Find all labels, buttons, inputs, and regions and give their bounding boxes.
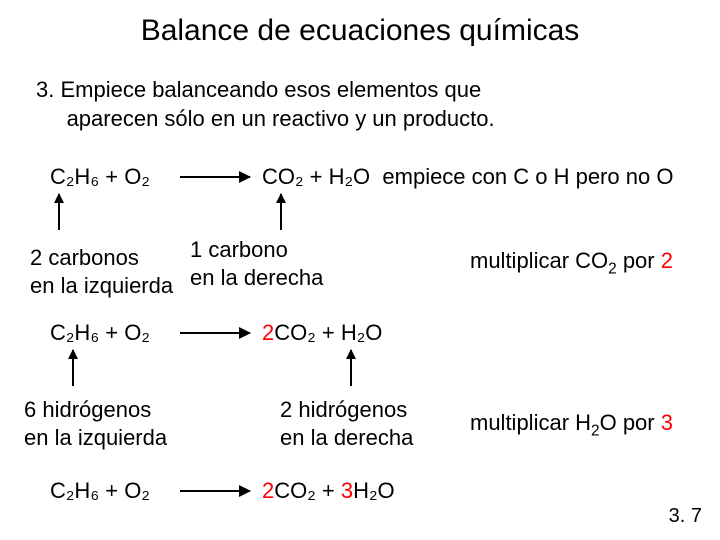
hydrogens-action-prefix: multiplicar H: [470, 410, 591, 435]
hydrogens-left-where: en la izquierda: [24, 425, 167, 450]
step-line1: Empiece balanceando esos elementos que: [60, 77, 481, 102]
arrow-icon: [180, 490, 250, 492]
hydrogens-right-count: 2 hidrógenos: [280, 397, 407, 422]
carbons-right-count: 1 carbono: [190, 237, 288, 262]
carbons-action-coef: 2: [661, 248, 673, 273]
eq3-right: 2CO₂ + 3H₂O: [262, 478, 395, 504]
carbons-action: multiplicar CO2 por 2: [470, 248, 673, 278]
carbons-left-where: en la izquierda: [30, 273, 173, 298]
eq3-mid1: CO₂ +: [274, 478, 341, 503]
arrow-up-icon: [72, 350, 74, 386]
arrow-up-icon: [350, 350, 352, 386]
carbons-right-where: en la derecha: [190, 265, 323, 290]
hydrogens-action-mid: O por: [600, 410, 661, 435]
step-line2: aparecen sólo en un reactivo y un produc…: [67, 106, 495, 131]
eq2-left: C₂H₆ + O₂: [50, 320, 150, 346]
eq3-mid2: H₂O: [353, 478, 395, 503]
arrow-up-icon: [280, 194, 282, 230]
eq2-right: 2CO₂ + H₂O: [262, 320, 382, 346]
eq2-right-rest: CO₂ + H₂O: [274, 320, 382, 345]
carbons-action-mid: por: [617, 248, 661, 273]
hydrogens-action-coef: 3: [661, 410, 673, 435]
carbons-left: 2 carbonos en la izquierda: [30, 244, 173, 299]
carbons-left-count: 2 carbonos: [30, 245, 139, 270]
carbons-action-prefix: multiplicar CO: [470, 248, 608, 273]
eq3-coef2: 3: [341, 478, 353, 503]
step-text: 3. Empiece balanceando esos elementos qu…: [36, 76, 495, 133]
hydrogens-right: 2 hidrógenos en la derecha: [280, 396, 413, 451]
hydrogens-right-where: en la derecha: [280, 425, 413, 450]
hydrogens-action: multiplicar H2O por 3: [470, 410, 673, 440]
hydrogens-left-count: 6 hidrógenos: [24, 397, 151, 422]
hydrogens-left: 6 hidrógenos en la izquierda: [24, 396, 167, 451]
arrow-icon: [180, 176, 250, 178]
eq3-coef1: 2: [262, 478, 274, 503]
eq2-right-coef: 2: [262, 320, 274, 345]
eq1-right: CO₂ + H₂O empiece con C o H pero no O: [262, 164, 673, 190]
page-title: Balance de ecuaciones químicas: [0, 0, 720, 48]
eq3-left: C₂H₆ + O₂: [50, 478, 150, 504]
eq1-right-formula: CO₂ + H₂O: [262, 164, 370, 189]
eq1-hint: empiece con C o H pero no O: [382, 164, 673, 189]
step-number: 3.: [36, 77, 54, 102]
arrow-icon: [180, 332, 250, 334]
page-number: 3. 7: [669, 505, 702, 528]
carbons-right: 1 carbono en la derecha: [190, 236, 323, 291]
eq1-left: C₂H₆ + O₂: [50, 164, 150, 190]
arrow-up-icon: [58, 194, 60, 230]
